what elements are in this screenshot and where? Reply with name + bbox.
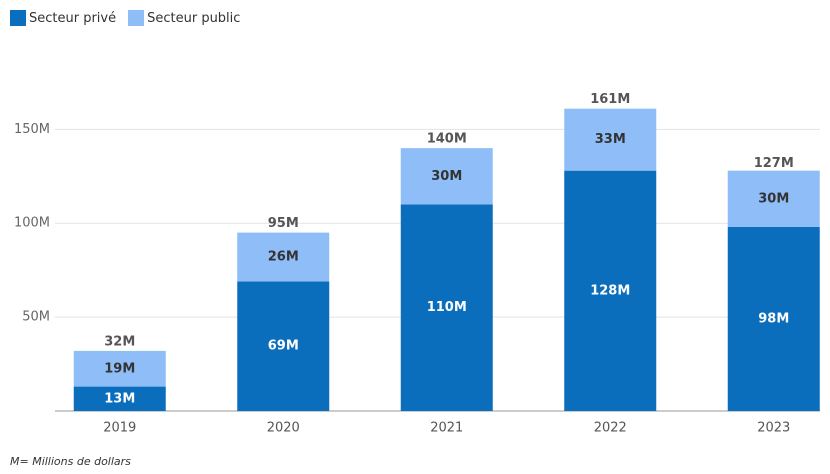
bar-segment: [237, 232, 330, 282]
total-label: 161M: [590, 92, 630, 107]
total-label: 127M: [754, 156, 794, 171]
bar-segment: [400, 148, 493, 205]
data-label: 110M: [427, 300, 467, 315]
legend-swatch: [128, 10, 145, 26]
legend: Secteur privé Secteur public: [10, 10, 240, 26]
total-label: 32M: [104, 334, 135, 349]
data-label: 13M: [104, 391, 135, 406]
data-label: 30M: [758, 191, 789, 206]
legend-label: Secteur privé: [29, 10, 117, 26]
bar-segment: [727, 226, 820, 411]
bar-segment: [400, 204, 493, 411]
x-tick-label: 2020: [267, 421, 300, 436]
bar-segment: [73, 350, 166, 387]
data-label: 30M: [431, 169, 462, 184]
bar-segment: [237, 281, 330, 411]
x-tick-label: 2021: [430, 421, 463, 436]
bar-segment: [564, 108, 657, 171]
data-label: 26M: [268, 250, 299, 265]
legend-item[interactable]: Secteur privé: [10, 10, 116, 26]
data-label: 69M: [268, 339, 299, 354]
bar-segment: [73, 386, 166, 411]
note: M= Millions de dollars: [10, 455, 131, 468]
data-label: 19M: [104, 361, 135, 376]
bar-segment: [727, 170, 820, 227]
legend-item[interactable]: Secteur public: [128, 10, 240, 26]
total-label: 95M: [268, 216, 299, 231]
bar-segment: [564, 170, 657, 411]
x-tick-label: 2019: [103, 421, 136, 436]
data-label: 98M: [758, 311, 789, 326]
y-tick-label: 100M: [14, 216, 50, 231]
legend-swatch: [10, 10, 26, 26]
total-label: 140M: [427, 132, 467, 147]
y-tick-label: 50M: [22, 310, 50, 325]
y-tick-label: 150M: [14, 122, 50, 137]
data-label: 33M: [595, 132, 626, 147]
data-label: 128M: [590, 283, 630, 298]
x-tick-label: 2022: [594, 421, 627, 436]
x-tick-label: 2023: [757, 421, 790, 436]
legend-label: Secteur public: [147, 10, 241, 26]
